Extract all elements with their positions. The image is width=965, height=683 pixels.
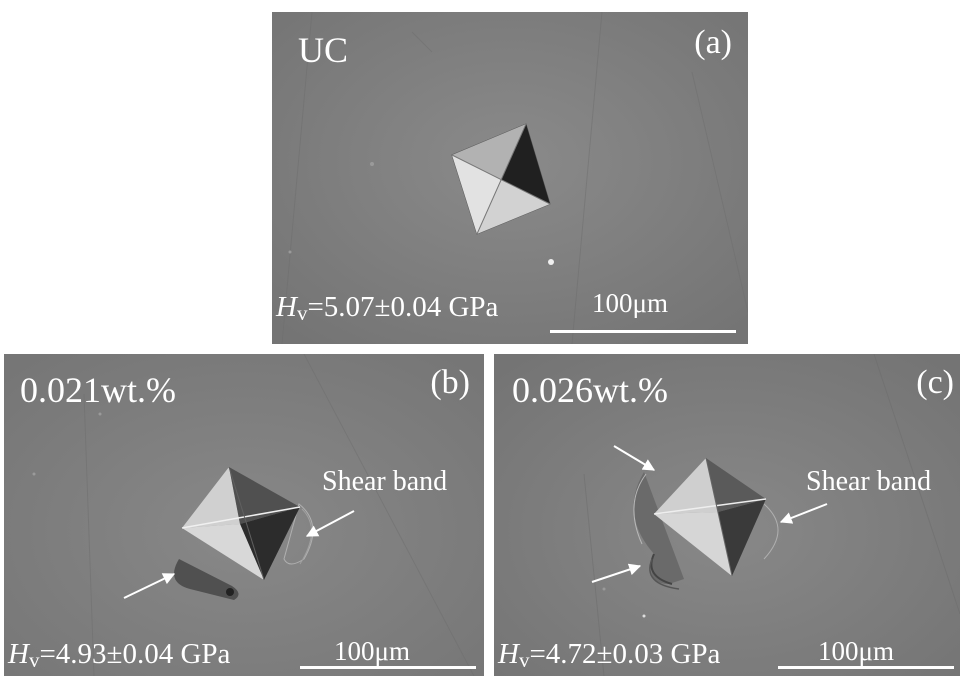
scale-bar-label: 100μm: [818, 636, 894, 666]
hardness-value: Hv=4.72±0.03 GPa: [498, 640, 720, 671]
scale-bar-label: 100μm: [334, 636, 410, 666]
scale-bar: [550, 330, 736, 333]
hardness-value: Hv=5.07±0.04 GPa: [276, 293, 498, 324]
hardness-symbol: H: [276, 291, 297, 323]
sem-image-c: [494, 354, 960, 676]
sample-label: 0.026wt.%: [512, 370, 668, 410]
indentation-a: [451, 123, 551, 235]
indentation-b: [174, 466, 314, 600]
scale-bar-label: 100μm: [592, 288, 668, 318]
panel-b: 0.021wt.% (b) Shear band Hv=4.93±0.04 GP…: [4, 354, 484, 676]
panel-letter: (c): [916, 364, 954, 401]
hardness-value: Hv=4.93±0.04 GPa: [8, 640, 230, 671]
shear-band-label: Shear band: [322, 466, 448, 497]
hardness-number: =5.07±0.04 GPa: [307, 291, 499, 323]
hardness-subscript: v: [518, 648, 530, 672]
panel-a: UC (a) Hv=5.07±0.04 GPa 100μm: [272, 12, 748, 344]
hardness-symbol: H: [498, 638, 519, 670]
hardness-subscript: v: [28, 648, 40, 672]
scale-bar: [778, 666, 954, 669]
sem-image-b: [4, 354, 484, 676]
panel-letter: (a): [694, 24, 732, 61]
panel-c: 0.026wt.% (c) Shear band Hv=4.72±0.03 GP…: [494, 354, 960, 676]
sample-label: 0.021wt.%: [20, 370, 176, 410]
hardness-symbol: H: [8, 638, 29, 670]
hardness-number: =4.93±0.04 GPa: [39, 638, 231, 670]
sample-label: UC: [298, 30, 349, 70]
scale-bar: [300, 666, 476, 669]
hardness-subscript: v: [296, 301, 308, 325]
hardness-number: =4.72±0.03 GPa: [529, 638, 721, 670]
panel-letter: (b): [430, 364, 470, 401]
sem-image-a: [272, 12, 748, 344]
shear-band-label: Shear band: [806, 466, 932, 497]
indentation-c: [633, 457, 779, 590]
